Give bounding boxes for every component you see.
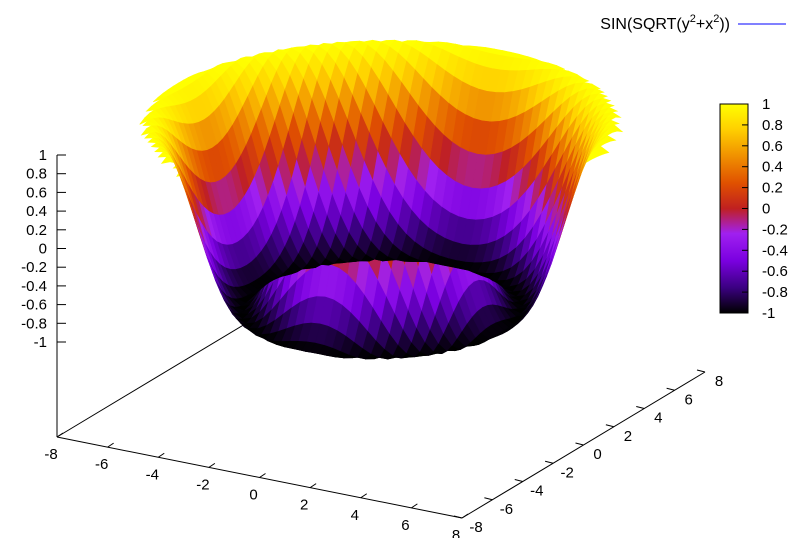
y-tick [666,387,675,391]
z-axis: 1 0.80.6 0.4 0.2 0-0.2 -0.4 -0.6-0.8 -1 [21,147,66,437]
y-tick-label: -6 [500,501,513,518]
x-tick-label: 2 [300,497,308,514]
x-tick-label: -8 [44,446,57,463]
y-tick-label: 4 [654,410,662,427]
surface [139,39,624,360]
y-tick-label: -2 [560,464,573,481]
colorbar-tick-label: -0.6 [762,263,788,280]
x-tick-label: 6 [401,517,409,534]
x-tick-label: -2 [196,476,209,493]
legend-label: SIN(SQRT(y2+x2)) [600,13,730,33]
x-tick [360,493,368,499]
x-tick-label: 8 [452,527,460,538]
surface-cell [344,40,360,48]
surface-cell [304,44,320,53]
y-tick [453,515,463,519]
legend: SIN(SQRT(y2+x2)) [600,13,786,33]
colorbar-tick-label: 0.2 [762,180,783,197]
z-tick-label: 0.6 [26,184,47,201]
colorbar-tick-label: 0.6 [762,138,783,155]
colorbar-tick-label: -0.2 [762,221,788,238]
x-tick [157,452,165,458]
z-tick-label: 0.2 [26,222,47,239]
legend-label-part: +x [696,16,713,33]
z-tick-label: -0.8 [21,315,47,332]
surface-cell [424,41,439,46]
x-tick-label: -4 [146,466,159,483]
x-tick-label: 0 [249,487,257,504]
legend-label-sup: 2 [713,13,719,25]
y-tick [545,460,554,464]
z-tick-label: 0.4 [26,203,47,220]
x-tick [107,442,114,448]
x-tick-label: 4 [351,507,359,524]
y-tick-label: -4 [530,483,543,500]
x-tick [309,483,317,489]
y-tick [575,442,584,446]
y-tick [484,497,493,501]
z-tick-label: -0.4 [21,278,47,295]
x-tick [56,432,64,438]
surface-cell [394,39,409,43]
colorbar-tick-label: -0.4 [762,242,788,259]
z-tick-label: -0.6 [21,297,47,314]
colorbar-tick-label: 0.4 [762,159,783,176]
legend-label-sup: 2 [690,13,696,25]
y-tick-label: 8 [715,373,723,390]
x-tick [461,513,469,519]
colorbar-tick-label: 0 [762,201,770,218]
y-tick [696,369,706,373]
x-tick [411,503,418,509]
x-tick [259,473,266,478]
y-tick [605,424,614,428]
colorbar-tick-label: -1 [762,305,775,322]
y-tick-label: 0 [593,446,601,463]
legend-label-part: SIN(SQRT(y [600,16,689,33]
colorbar-tick-label: -0.8 [762,284,788,301]
y-tick [514,479,523,482]
colorbar-tick-label: 1 [762,96,770,113]
z-tick-label: -1 [34,334,47,351]
y-tick-label: -8 [469,519,482,536]
surface-cell [455,43,469,47]
z-tick-label: 1 [39,147,47,164]
y-tick [636,406,645,409]
surface-cell [258,52,274,59]
z-tick-label: 0.8 [26,166,47,183]
y-tick-label: 2 [624,428,632,445]
z-tick-label: -0.2 [21,259,47,276]
z-tick-label: 0 [39,241,47,258]
colorbar-tick-label: 0.8 [762,117,783,134]
y-tick-label: 6 [684,391,692,408]
x-tick-label: -6 [95,456,108,473]
colorbar: 1 0.8 0.6 0.4 0.2 0 -0.2 -0.4 -0.6 -0.8 -1 [719,96,788,322]
legend-label-part: )) [719,16,730,33]
x-tick [208,462,216,468]
surface-cell [358,39,373,45]
